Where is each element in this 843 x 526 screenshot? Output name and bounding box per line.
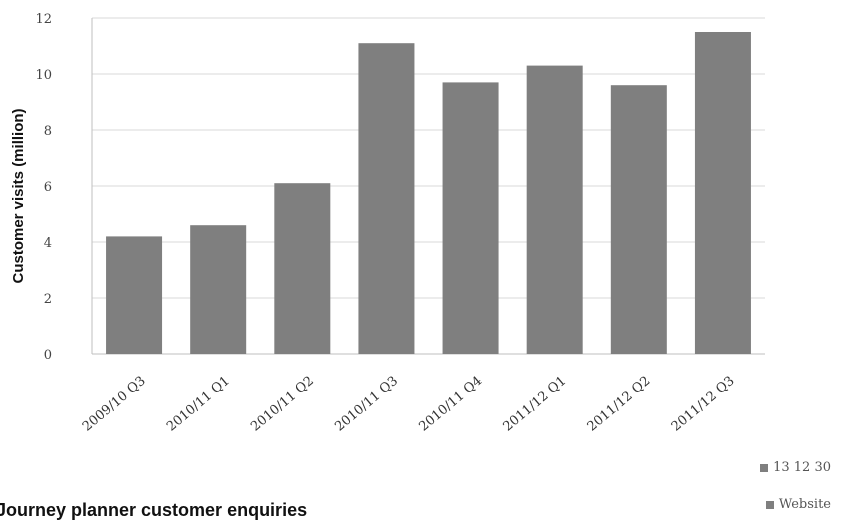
bar-0 <box>106 236 163 354</box>
x-tick-label-4: 2010/11 Q4 <box>416 374 485 435</box>
y-axis-label: Customer visits (million) <box>10 108 27 283</box>
bar-4 <box>442 82 499 355</box>
bar-7 <box>694 32 751 354</box>
x-tick-label-5: 2011/12 Q1 <box>501 374 570 435</box>
legend-swatch-1 <box>760 463 769 472</box>
bar-2 <box>274 183 331 354</box>
x-tick-label-7: 2011/12 Q3 <box>669 374 738 435</box>
y-tick-label-2: 4 <box>44 236 52 251</box>
caption: Journey planner customer enquiries <box>0 500 308 520</box>
y-tick-label-3: 6 <box>44 180 52 195</box>
bar-6 <box>610 85 667 354</box>
legend-label-2: Website <box>778 497 831 512</box>
x-tick-label-3: 2010/11 Q3 <box>332 374 401 435</box>
bar-3 <box>358 43 415 354</box>
legend-item-1: 13 12 30 <box>760 460 831 475</box>
x-tick-label-6: 2011/12 Q2 <box>585 374 654 435</box>
x-tick-label-0: 2009/10 Q3 <box>80 374 149 435</box>
bar-1 <box>190 225 247 354</box>
x-tick-label-2: 2010/11 Q2 <box>248 374 317 435</box>
y-tick-label-1: 2 <box>44 292 52 307</box>
y-tick-label-6: 12 <box>35 12 52 27</box>
bar-5 <box>526 65 583 354</box>
legend-label-1: 13 12 30 <box>773 460 831 475</box>
x-tick-label-1: 2010/11 Q1 <box>164 374 233 435</box>
y-tick-label-5: 10 <box>35 68 52 83</box>
legend-swatch-2 <box>765 500 774 509</box>
legend-item-2: Website <box>765 497 831 512</box>
y-tick-label-4: 8 <box>44 124 52 139</box>
y-tick-label-0: 0 <box>44 348 52 363</box>
